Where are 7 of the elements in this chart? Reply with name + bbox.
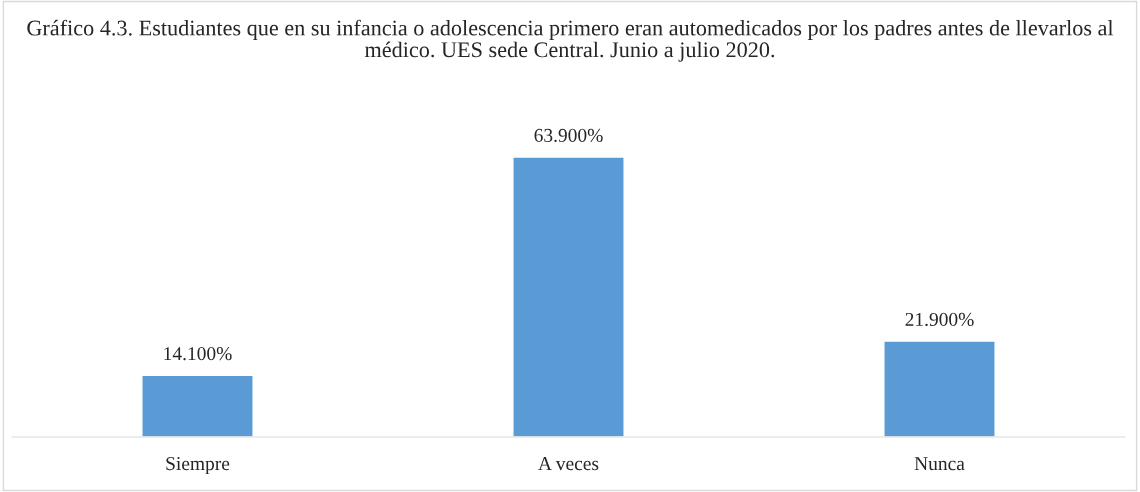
data-label: 21.900% — [905, 312, 974, 327]
data-label: 63.900% — [534, 128, 603, 143]
x-tick-label: A veces — [538, 457, 599, 471]
data-label: 14.100% — [164, 347, 232, 361]
chart-title: Gráfico 4.3. Estudiantes que en su infancia o adolescencia primero eran automedicados por los padres antes de llevarlos al médico. UES sede Central. Junio a julio 2020. — [27, 19, 1114, 62]
x-tick-label: Siempre — [166, 457, 230, 475]
x-tick-label: Nunca — [914, 457, 965, 471]
